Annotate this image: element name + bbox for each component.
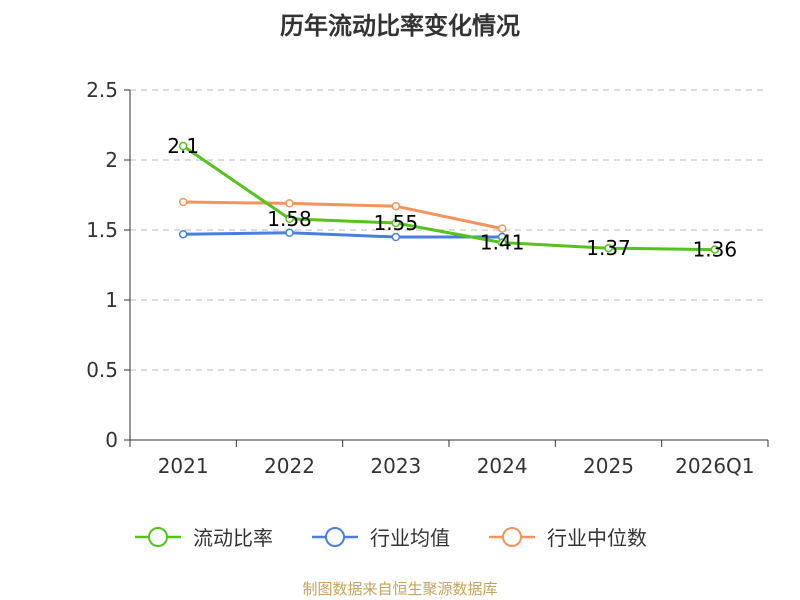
data-label: 1.58: [267, 207, 312, 231]
legend-item: 行业均值: [312, 526, 450, 550]
axes: 0 0.5 1 1.5 2 2.5 2021 2022 2023 2024 2025 2026Q1: [86, 78, 769, 478]
series-lines: [178, 141, 720, 254]
legend-swatch-marker: [148, 527, 168, 547]
data-label: 2.1: [167, 134, 199, 158]
legend-swatch-marker: [502, 527, 522, 547]
series-line: [183, 200, 503, 231]
y-tick-label: 0.5: [86, 358, 118, 382]
legend: 流动比率 行业均值 行业中位数: [135, 526, 647, 550]
x-tick-label: 2024: [477, 454, 528, 478]
grid-lines: [130, 89, 768, 371]
chart-title: 历年流动比率变化情况: [280, 12, 520, 40]
legend-label: 流动比率: [193, 526, 273, 550]
data-label: 1.36: [693, 238, 738, 262]
data-label: 1.41: [480, 231, 525, 255]
y-tick-label: 0: [105, 428, 118, 452]
data-point: [178, 141, 188, 151]
source-note: 制图数据来自恒生聚源数据库: [302, 580, 498, 598]
data-point: [710, 245, 720, 254]
data-point: [178, 229, 188, 239]
y-tick-label: 1.5: [86, 218, 118, 242]
data-point: [391, 218, 401, 228]
data-point: [178, 197, 188, 207]
legend-label: 行业均值: [370, 526, 450, 550]
legend-item: 行业中位数: [489, 526, 647, 550]
data-point: [497, 238, 507, 247]
series-line: [183, 231, 503, 239]
data-point: [391, 201, 401, 211]
data-point: [285, 228, 294, 238]
legend-swatch-marker: [325, 527, 345, 547]
data-point: [497, 224, 507, 233]
data-label: 1.55: [374, 211, 419, 235]
y-tick-label: 2.5: [86, 78, 118, 102]
data-point: [391, 232, 401, 242]
x-tick-label: 2026Q1: [675, 454, 754, 478]
legend-label: 行业中位数: [547, 526, 647, 550]
x-tick-label: 2022: [264, 454, 315, 478]
data-label: 1.37: [586, 236, 631, 260]
data-point: [604, 243, 613, 253]
y-tick-label: 2: [105, 148, 118, 172]
x-tick-label: 2025: [583, 454, 634, 478]
data-labels: 2.1 1.58 1.55 1.41 1.37 1.36: [167, 134, 737, 262]
x-tick-label: 2021: [158, 454, 209, 478]
data-point: [285, 214, 294, 224]
y-tick-label: 1: [105, 288, 118, 312]
x-tick-label: 2023: [370, 454, 421, 478]
data-point: [285, 199, 294, 208]
legend-item: 流动比率: [135, 526, 273, 550]
series-line: [182, 144, 715, 252]
